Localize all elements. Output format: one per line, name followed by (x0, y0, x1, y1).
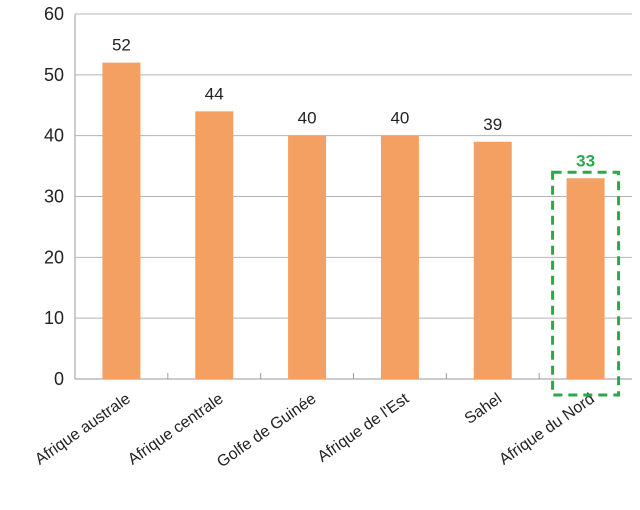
data-label-afrique-australe: 52 (112, 36, 131, 55)
data-label-afrique-centrale: 44 (205, 84, 224, 103)
category-label-golfe-de-guinee: Golfe de Guinée (214, 390, 319, 471)
y-tick-label: 30 (44, 187, 64, 207)
bar-golfe-de-guinee (288, 135, 327, 379)
category-label-sahel: Sahel (462, 390, 505, 427)
bar-sahel (473, 141, 512, 379)
y-tick-label: 10 (44, 308, 64, 328)
y-tick-label: 20 (44, 247, 64, 267)
highlight-layer (551, 170, 621, 397)
y-axis-ticks: 0 10 20 30 40 50 60 (44, 4, 64, 389)
category-label-afrique-du-nord: Afrique du Nord (496, 390, 598, 468)
y-tick-label: 40 (44, 126, 64, 146)
bar-afrique-de-l-est (380, 135, 419, 379)
category-label-afrique-de-l-est: Afrique de l'Est (315, 390, 413, 466)
category-label-afrique-australe: Afrique australe (32, 390, 134, 468)
grid-lines (74, 13, 632, 380)
bar-afrique-australe (102, 62, 141, 380)
highlight-box (551, 170, 621, 397)
data-label-afrique-du-nord: 33 (576, 151, 595, 170)
y-tick-label: 60 (44, 4, 64, 24)
bar-afrique-centrale (195, 111, 234, 379)
y-tick-label: 0 (54, 369, 64, 389)
data-labels: 52 44 40 40 39 33 (112, 36, 595, 171)
x-axis-ticks (167, 373, 540, 379)
data-label-sahel: 39 (483, 115, 502, 134)
data-label-afrique-de-l-est: 40 (390, 109, 409, 128)
y-tick-label: 50 (44, 65, 64, 85)
bar-afrique-du-nord (566, 178, 605, 379)
data-label-golfe-de-guinee: 40 (298, 109, 317, 128)
bars (102, 62, 605, 380)
category-label-afrique-centrale: Afrique centrale (125, 390, 227, 468)
